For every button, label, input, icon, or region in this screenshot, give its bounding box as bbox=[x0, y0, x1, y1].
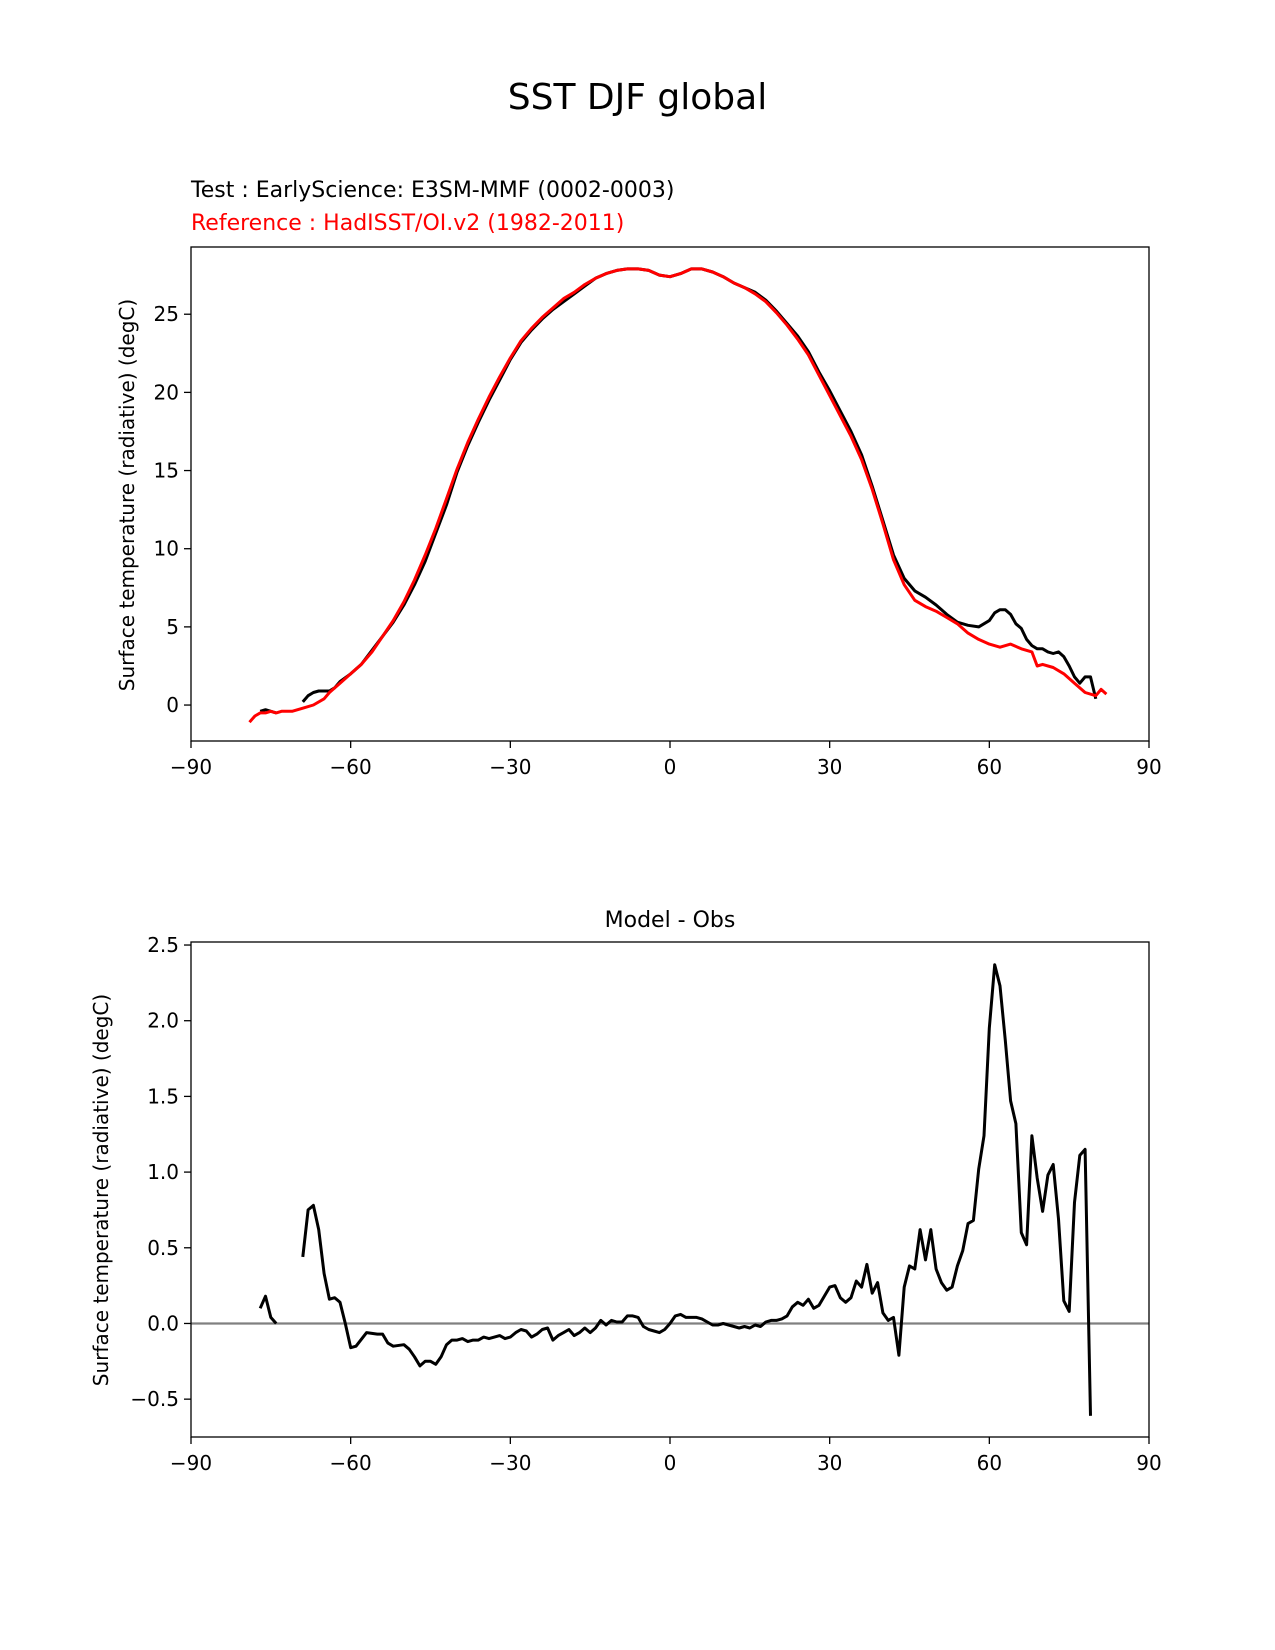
test-title: Test : EarlyScience: E3SM-MMF (0002-0003… bbox=[190, 178, 674, 203]
chart-bottom: Model - Obs Surface temperature (radiati… bbox=[89, 908, 1162, 1475]
x-tick-label: −90 bbox=[170, 1451, 212, 1475]
x-tick-label: −30 bbox=[489, 755, 531, 779]
y-tick-label: 15 bbox=[154, 459, 179, 483]
x-tick-label: 60 bbox=[977, 755, 1002, 779]
y-tick-label: 0.5 bbox=[147, 1236, 179, 1260]
plot-lines-bottom bbox=[191, 963, 1149, 1416]
figure-title: SST DJF global bbox=[508, 77, 767, 118]
y-tick-label: 25 bbox=[154, 302, 179, 326]
plot-frame-top bbox=[190, 246, 1150, 742]
y-tick-label: 20 bbox=[154, 380, 179, 404]
x-tick-label: −60 bbox=[330, 1451, 372, 1475]
x-tick-label: 90 bbox=[1136, 755, 1161, 779]
x-tick-label: 90 bbox=[1136, 1451, 1161, 1475]
x-tick-label: 0 bbox=[664, 755, 677, 779]
series-1-segment-0-line bbox=[248, 267, 1108, 724]
plot-frame-bottom bbox=[190, 941, 1150, 1438]
bottom-title: Model - Obs bbox=[605, 908, 736, 933]
y-tick-label: 2.5 bbox=[147, 933, 179, 957]
series-0-segment-1-line bbox=[301, 963, 1092, 1416]
y-tick-label: 1.0 bbox=[147, 1160, 179, 1184]
y-tick-label: 5 bbox=[166, 615, 179, 639]
x-ticks-bottom: −90 −60 −30 0 30 60 90 bbox=[170, 1437, 1162, 1475]
x-ticks-top: −90 −60 −30 0 30 60 90 bbox=[170, 741, 1162, 779]
y-tick-label: 0 bbox=[166, 693, 179, 717]
x-tick-label: 60 bbox=[977, 1451, 1002, 1475]
x-tick-label: −60 bbox=[330, 755, 372, 779]
x-tick-label: 30 bbox=[817, 755, 842, 779]
y-tick-label: 1.5 bbox=[147, 1084, 179, 1108]
y-ticks-bottom: −0.5 0.0 0.5 1.0 1.5 2.0 2.5 bbox=[130, 933, 191, 1411]
x-tick-label: −30 bbox=[489, 1451, 531, 1475]
y-tick-label: 10 bbox=[154, 537, 179, 561]
y-tick-label: 0.0 bbox=[147, 1311, 179, 1335]
series-0-segment-0-line bbox=[258, 1294, 278, 1325]
y-axis-label-top: Surface temperature (radiative) (degC) bbox=[115, 299, 139, 691]
y-axis-label-bottom: Surface temperature (radiative) (degC) bbox=[89, 994, 113, 1386]
x-tick-label: 0 bbox=[664, 1451, 677, 1475]
plot-lines-top bbox=[248, 267, 1108, 724]
y-ticks-top: 0 5 10 15 20 25 bbox=[154, 302, 191, 717]
x-tick-label: 30 bbox=[817, 1451, 842, 1475]
x-tick-label: −90 bbox=[170, 755, 212, 779]
reference-title: Reference : HadISST/OI.v2 (1982-2011) bbox=[191, 211, 624, 236]
chart-top: Test : EarlyScience: E3SM-MMF (0002-0003… bbox=[115, 178, 1162, 779]
y-tick-label: 2.0 bbox=[147, 1009, 179, 1033]
y-tick-label: −0.5 bbox=[130, 1387, 179, 1411]
